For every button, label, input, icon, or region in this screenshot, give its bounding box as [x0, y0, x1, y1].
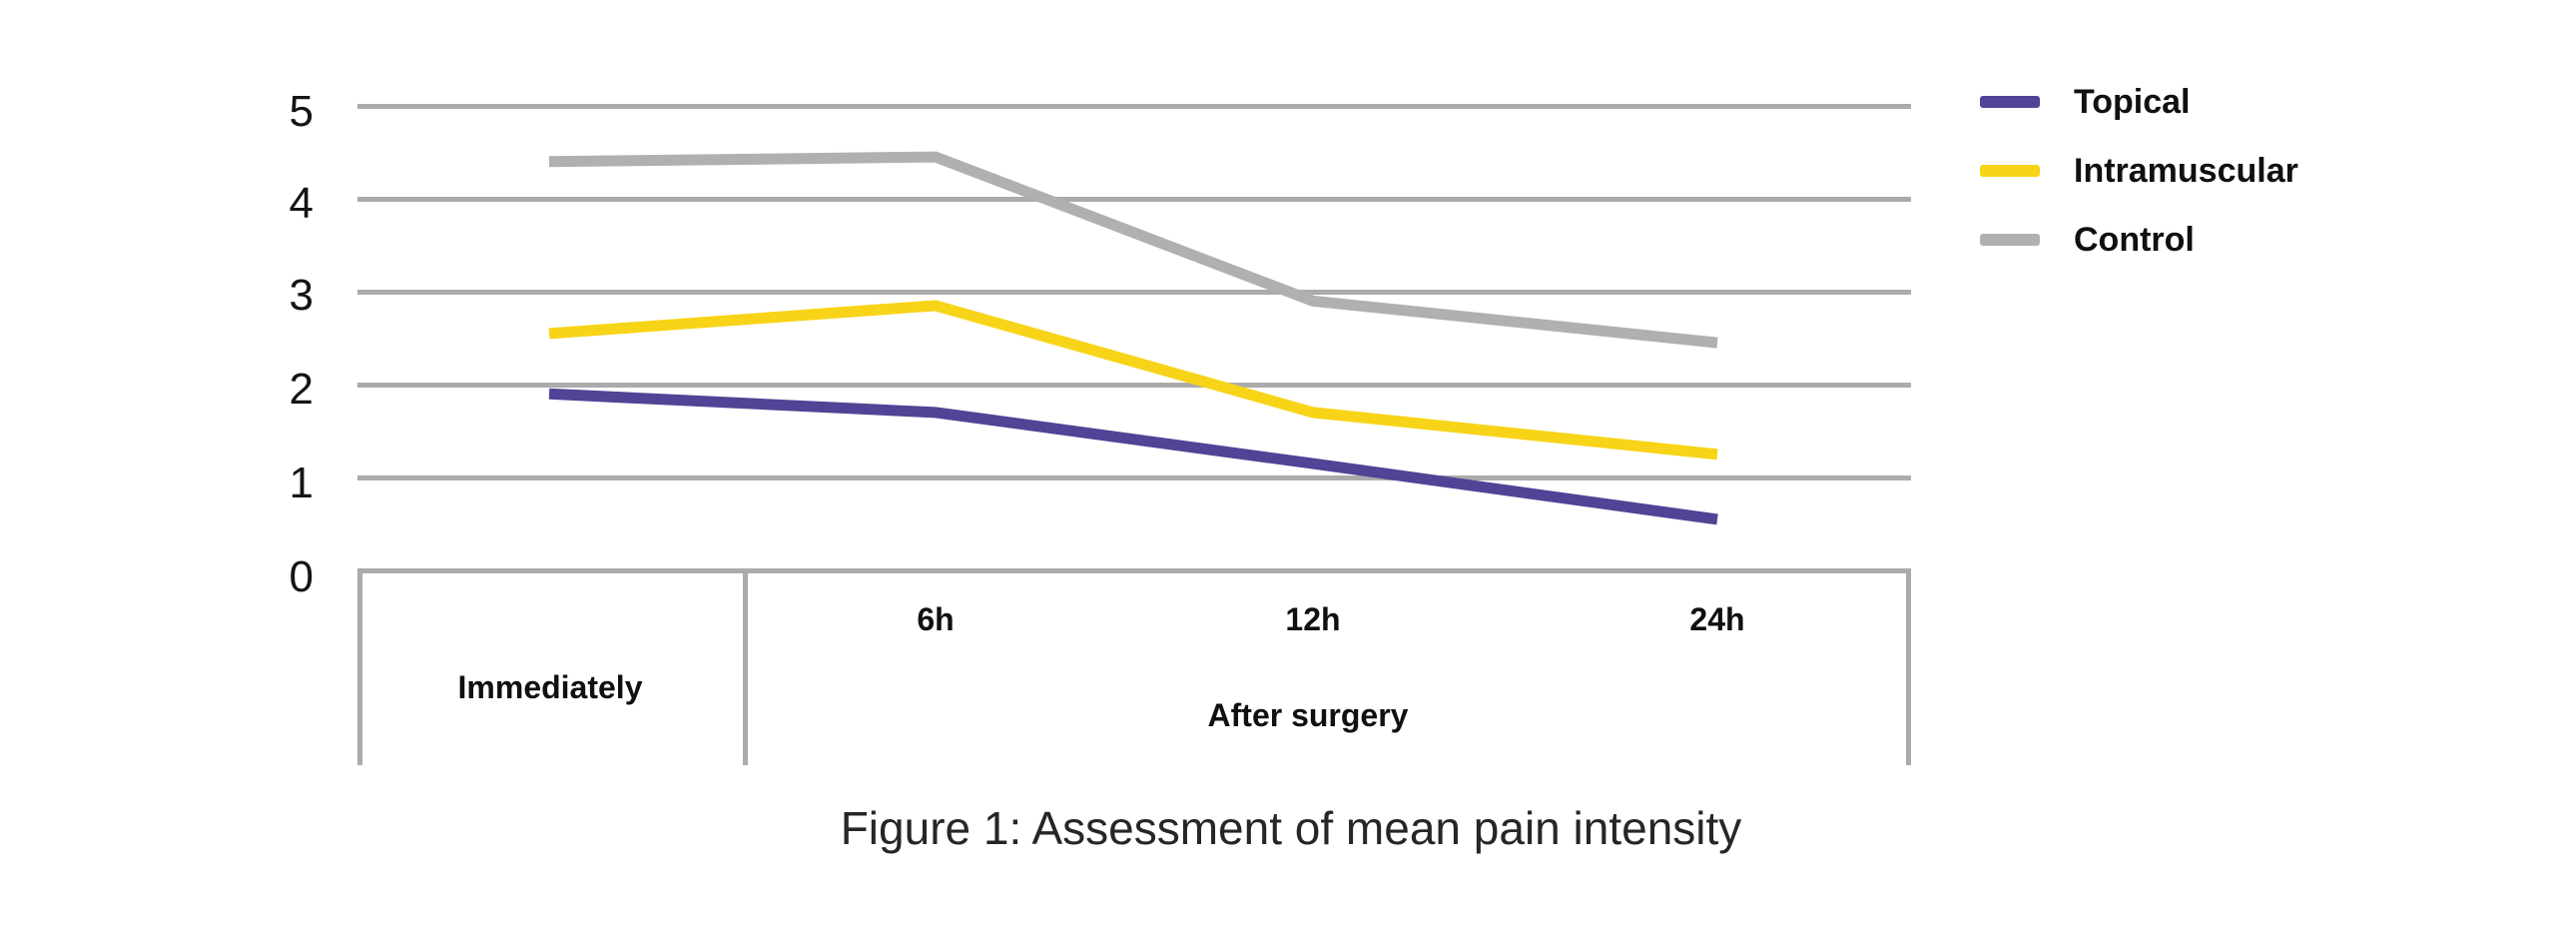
series-line-control — [548, 151, 1718, 349]
y-tick-0: 0 — [289, 552, 315, 601]
legend-item-control: Control — [1980, 216, 2459, 264]
legend-swatch-intramuscular — [1980, 165, 2040, 177]
y-tick-5: 5 — [289, 87, 315, 136]
legend-item-intramuscular: Intramuscular — [1980, 147, 2459, 195]
gridline-4 — [357, 197, 1911, 202]
y-tick-3: 3 — [289, 271, 315, 320]
series-line-intramuscular — [548, 300, 1718, 461]
x-table-column-divider — [743, 571, 748, 765]
x-tick-24h: 24h — [1689, 601, 1745, 637]
legend-swatch-control — [1980, 234, 2040, 246]
x-table-left-border — [357, 571, 362, 765]
x-tick-6h: 6h — [917, 601, 955, 637]
legend-label-topical: Topical — [2074, 82, 2191, 121]
x-table-right-border — [1906, 571, 1911, 765]
figure-caption: Figure 1: Assessment of mean pain intens… — [840, 802, 1742, 854]
y-tick-4: 4 — [289, 179, 315, 228]
gridline-1 — [357, 475, 1911, 480]
legend: Topical Intramuscular Control — [1980, 78, 2459, 285]
gridline-0-baseline — [357, 568, 1911, 573]
legend-label-control: Control — [2074, 220, 2195, 259]
y-tick-2: 2 — [289, 365, 315, 414]
gridline-2 — [357, 383, 1911, 388]
y-tick-1: 1 — [289, 459, 315, 507]
x-group-immediately: Immediately — [457, 669, 643, 705]
legend-label-intramuscular: Intramuscular — [2074, 151, 2298, 190]
gridline-3 — [357, 290, 1911, 295]
gridline-5 — [357, 104, 1911, 109]
x-group-after-surgery: After surgery — [1207, 697, 1409, 733]
x-tick-12h: 12h — [1285, 601, 1341, 637]
series-line-topical — [548, 388, 1718, 525]
legend-swatch-topical — [1980, 96, 2040, 108]
legend-item-topical: Topical — [1980, 78, 2459, 126]
